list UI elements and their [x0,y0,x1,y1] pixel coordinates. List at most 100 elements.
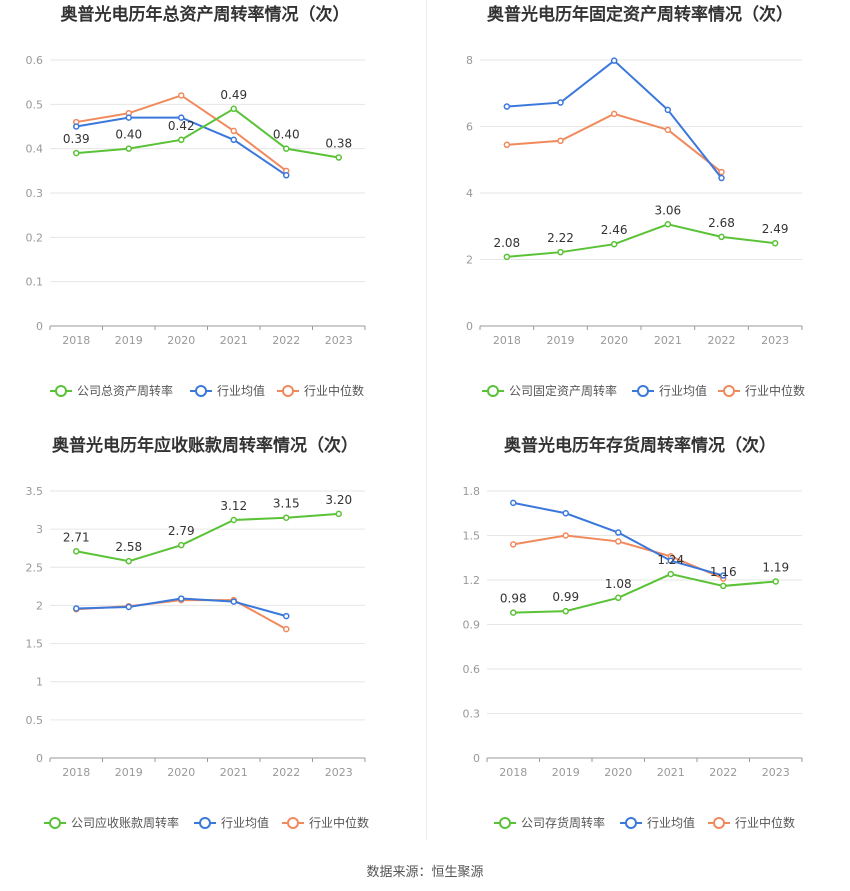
legend-marker [195,385,207,397]
chart-title: 奥普光电历年应收账款周转率情况（次） [52,435,358,456]
x-tick-label: 2019 [115,334,143,347]
data-point [73,605,80,612]
y-tick-label: 1.2 [463,574,481,587]
x-tick-label: 2022 [708,334,736,347]
data-label: 2.79 [168,524,195,538]
x-tick-label: 2023 [761,334,789,347]
legend-marker [282,385,294,397]
data-point [510,499,517,507]
data-point [562,532,569,539]
series-line-industry-median [76,599,287,630]
data-point [720,582,727,590]
data-point [125,557,132,565]
y-tick-label: 0.3 [463,708,481,721]
data-point [178,136,185,144]
data-point [283,172,290,179]
x-tick-label: 2021 [657,766,685,779]
legend-marker [199,817,211,829]
data-point [283,145,290,152]
data-point [73,123,80,130]
y-tick-label: 1 [36,676,43,689]
data-point [615,538,622,545]
y-tick-label: 0.3 [26,187,44,200]
data-point [283,612,290,620]
y-tick-label: 2 [466,254,473,267]
series-line-industry-average [506,59,723,179]
series-line-industry-median [506,112,723,173]
data-point [510,609,517,616]
x-tick-label: 2020 [167,766,195,779]
data-point [230,105,237,113]
data-point [510,541,517,548]
x-tick-label: 2020 [604,766,632,779]
legend-marker [723,385,735,397]
data-label: 2.58 [115,540,142,554]
series-line-company [76,512,339,563]
chart-panel-3: 奥普光电历年应收账款周转率情况（次） 0 0.5 1 1.5 2 2.5 3 3.5 2018 20… [26,435,370,830]
legend-item: 行业均值 [194,815,269,830]
data-point [562,510,569,517]
data-point [720,572,727,579]
panel-divider [426,0,427,840]
legend-item: 公司应收账款周转率 [44,815,179,830]
data-point [610,57,618,64]
data-point [73,548,80,555]
legend-label: 公司存货周转率 [521,815,605,830]
x-tick-label: 2018 [62,334,90,347]
series-line-company [513,573,776,614]
chart-title: 奥普光电历年存货周转率情况（次） [504,435,776,456]
data-point [178,541,185,549]
data-point [335,154,342,161]
data-label: 0.49 [220,88,247,102]
data-label: 0.98 [500,592,527,606]
y-tick-label: 3 [36,523,43,536]
y-tick-label: 0 [466,320,473,333]
legend-label: 公司总资产周转率 [77,383,173,398]
y-tick-label: 0 [36,752,43,765]
legend-item: 行业均值 [190,383,265,398]
data-point [283,514,290,521]
data-point [125,145,132,152]
data-label: 2.46 [601,223,628,237]
data-point [664,126,672,134]
legend-label: 行业中位数 [309,815,369,830]
legend-marker [287,817,299,829]
x-tick-label: 2023 [325,766,353,779]
y-tick-label: 8 [466,54,473,67]
y-tick-label: 0.5 [26,98,44,111]
legend-marker [55,385,67,397]
y-tick-label: 0.2 [26,231,44,244]
y-tick-label: 0.1 [26,276,44,289]
data-point [664,221,672,228]
x-tick-label: 2018 [62,766,90,779]
data-point [283,625,290,633]
data-point [125,114,132,121]
data-point [772,578,779,585]
legend-label: 行业中位数 [745,383,805,398]
x-tick-label: 2021 [220,766,248,779]
data-source-note: 数据来源：恒生聚源 [366,865,484,880]
y-tick-label: 0.4 [26,143,44,156]
x-tick-label: 2019 [547,334,575,347]
data-label: 2.71 [63,530,90,544]
data-point [178,114,185,121]
data-point [230,598,237,605]
data-point [610,240,618,248]
data-label: 0.39 [63,132,90,146]
data-label: 2.68 [708,216,735,230]
y-tick-label: 4 [466,187,473,200]
data-label: 1.19 [762,560,789,574]
x-tick-label: 2023 [325,334,353,347]
x-tick-label: 2022 [272,334,300,347]
data-point [230,127,237,135]
data-label: 3.15 [273,497,300,511]
x-tick-label: 2019 [552,766,580,779]
data-label: 0.99 [552,590,579,604]
y-tick-label: 1.5 [463,530,481,543]
x-tick-label: 2022 [709,766,737,779]
data-point [771,239,779,247]
data-point [562,607,569,615]
data-point [557,137,564,145]
data-label: 1.16 [710,565,737,579]
